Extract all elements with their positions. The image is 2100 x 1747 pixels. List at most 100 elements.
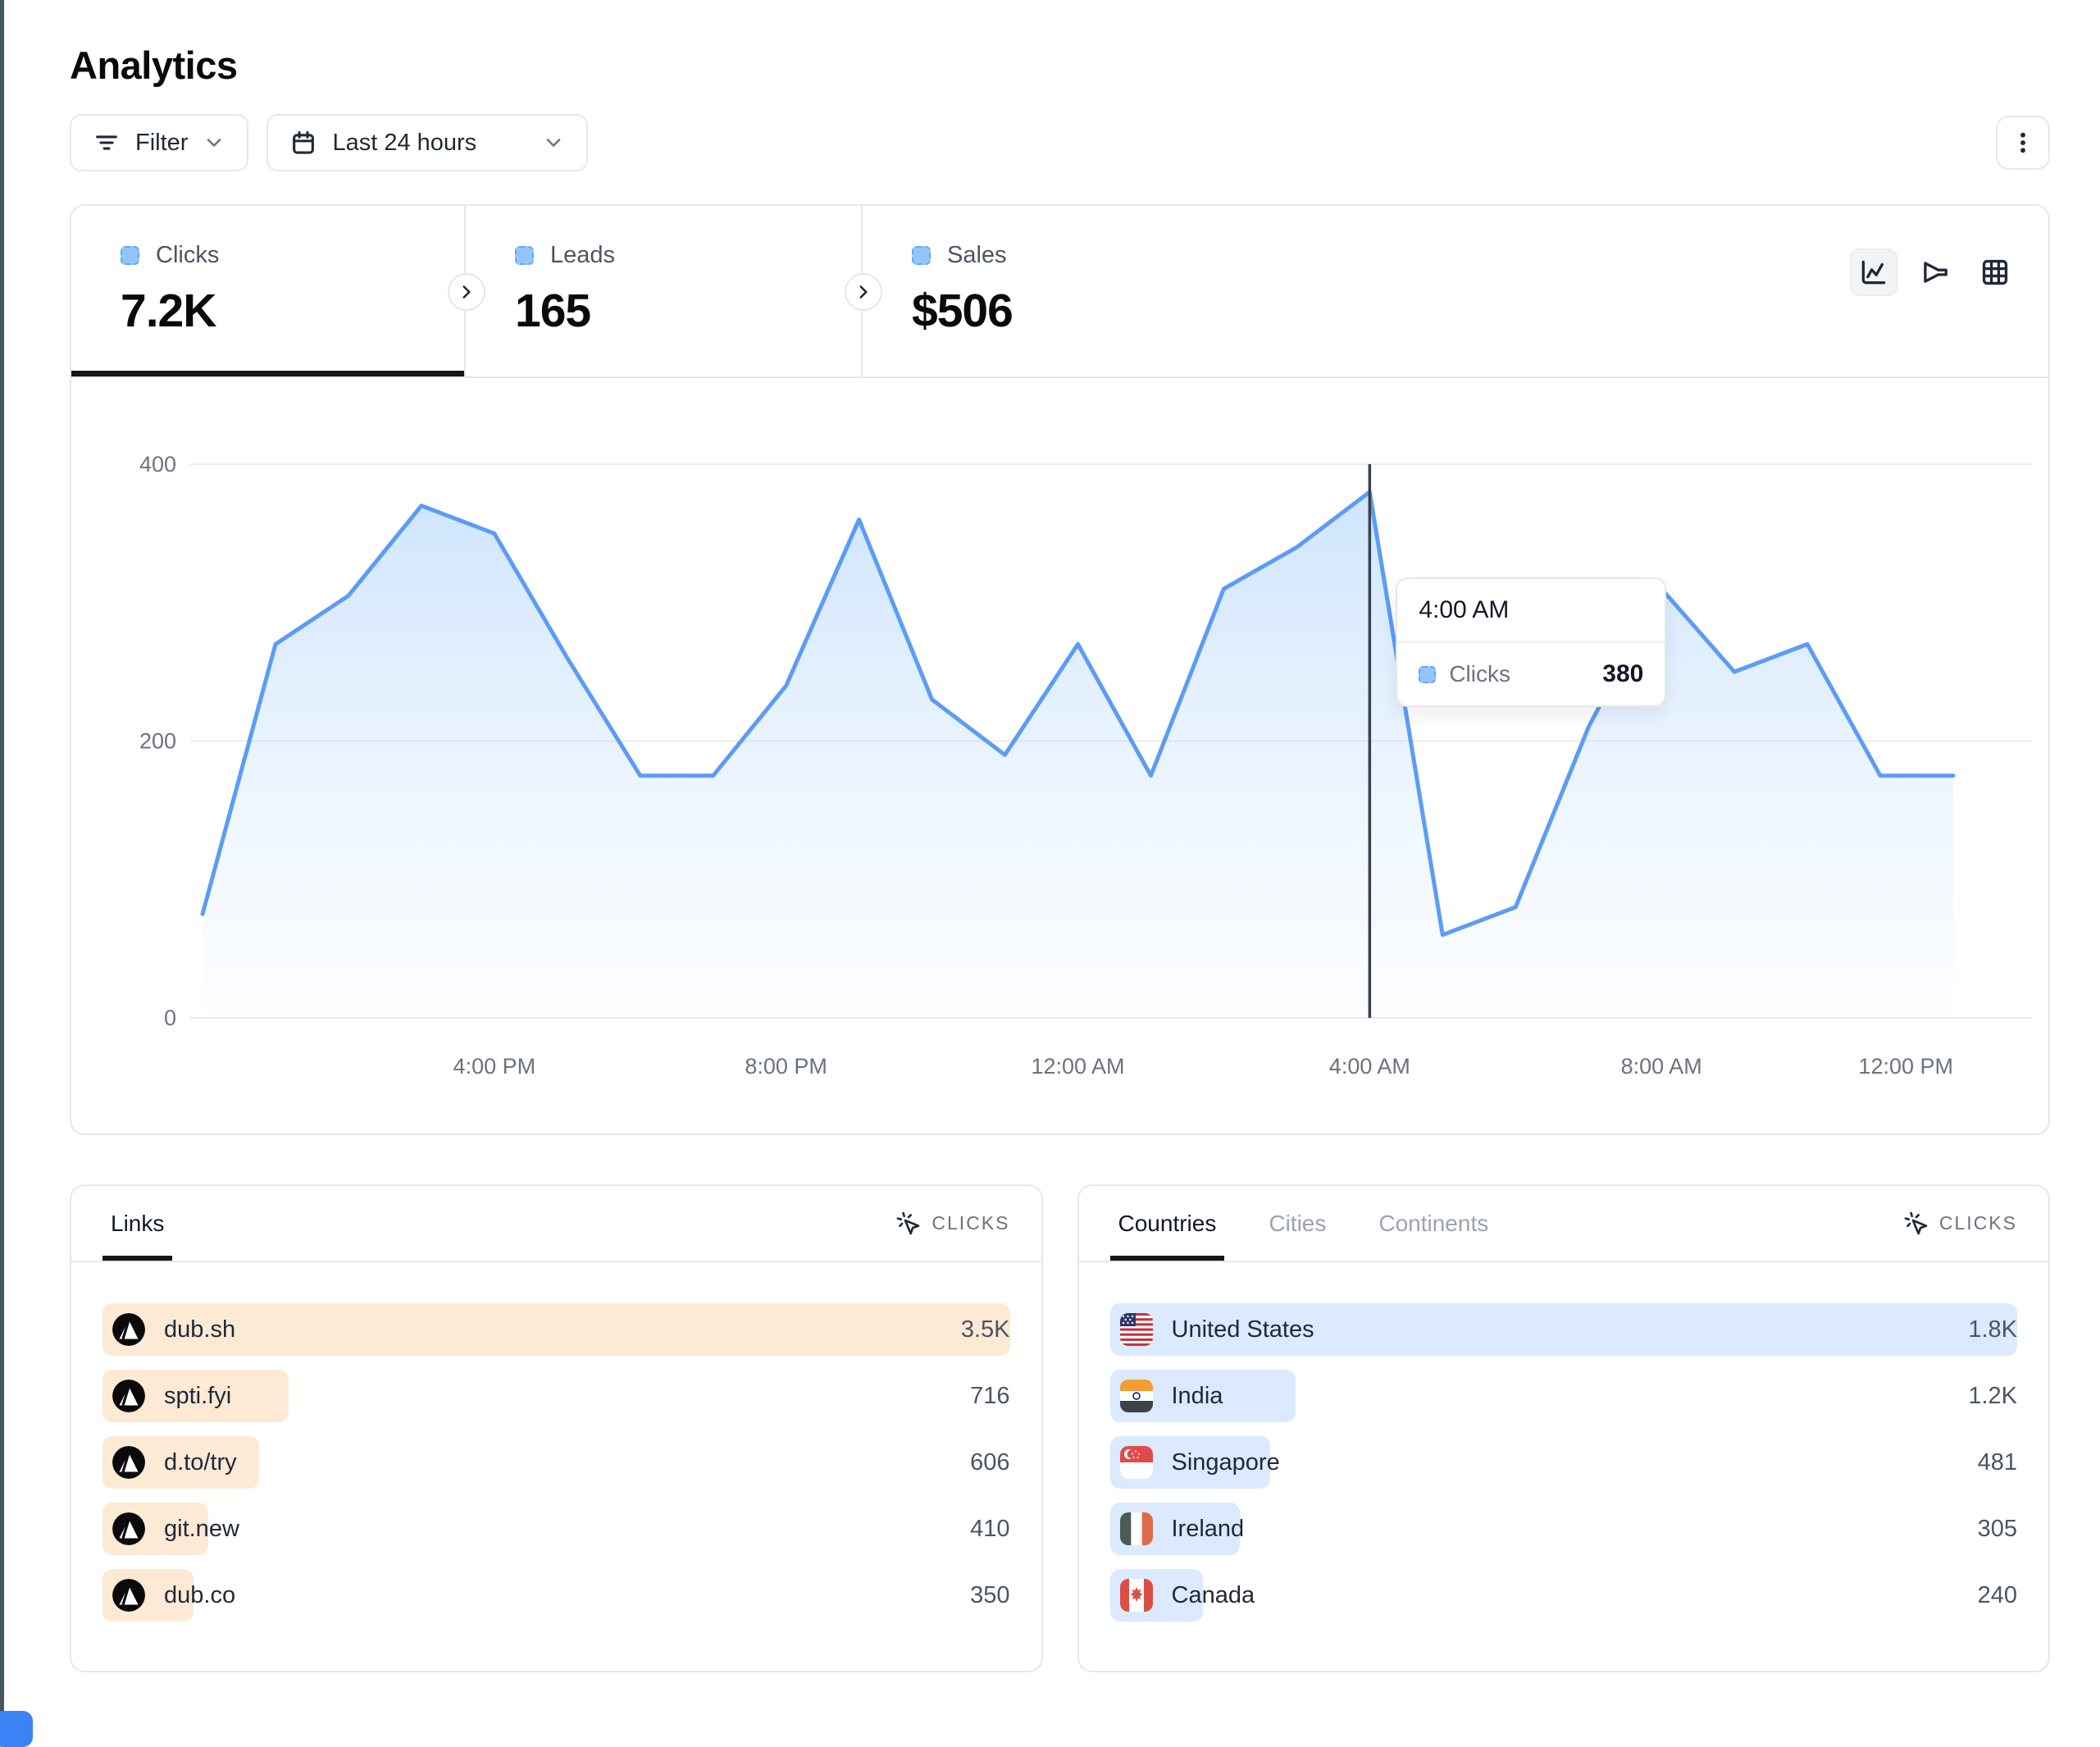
cursor-click-icon [895, 1211, 922, 1237]
in-flag-icon [1119, 1380, 1153, 1412]
tab-sales[interactable]: Sales $506 [863, 206, 2048, 376]
list-item[interactable]: spti.fyi 716 [102, 1370, 1010, 1422]
analytics-page: Analytics Filter Last 24 hours [70, 0, 2050, 1672]
toolbar: Filter Last 24 hours [70, 114, 2050, 171]
countries-metric-header: CLICKS [1938, 1212, 2017, 1234]
y-axis-labels: 0 200 400 [139, 452, 176, 1030]
metric-label: Clicks [156, 242, 220, 268]
list-item[interactable]: dub.sh 3.5K [102, 1303, 1010, 1356]
ca-flag-icon [1119, 1579, 1153, 1612]
line-chart-view-button[interactable] [1850, 249, 1897, 296]
chevron-down-icon [542, 131, 565, 154]
row-value: 1.8K [1968, 1316, 2017, 1343]
dub-logo-icon [112, 1446, 145, 1479]
row-label: India [1171, 1382, 1223, 1409]
row-value: 481 [1977, 1448, 2017, 1476]
list-item[interactable]: Canada 240 [1109, 1569, 2017, 1622]
chart-canvas: 0 200 400 4:00 PM 8:00 PM 12:00 AM 4:00 AM 8:0… [139, 452, 2033, 1079]
row-label: spti.fyi [164, 1382, 232, 1409]
row-left: Canada [1110, 1579, 1255, 1612]
chevron-right-icon [853, 281, 874, 303]
x-tick-label: 8:00 AM [1621, 1054, 1702, 1079]
list-item[interactable]: Singapore 481 [1109, 1436, 2017, 1489]
list-item[interactable]: git.new 410 [102, 1503, 1010, 1555]
row-label: git.new [164, 1515, 239, 1542]
analytics-card: Clicks 7.2K Leads 165 Sales $506 [70, 204, 2050, 1135]
tab-links[interactable]: Links [102, 1186, 172, 1261]
list-item[interactable]: Ireland 305 [1109, 1503, 2017, 1555]
metric-value: 165 [515, 285, 591, 337]
countries-panel-header: Countries Cities Continents CLICKS [1078, 1186, 2048, 1262]
y-tick-label: 400 [139, 452, 176, 477]
row-label: Canada [1171, 1581, 1255, 1608]
row-value: 305 [1977, 1515, 2017, 1542]
tooltip-series-chip [1419, 665, 1437, 683]
y-tick-label: 0 [164, 1006, 176, 1030]
row-label: dub.sh [164, 1316, 236, 1343]
links-panel-header: Links CLICKS [71, 1186, 1041, 1262]
list-item[interactable]: d.to/try 606 [102, 1436, 1010, 1489]
tab-countries[interactable]: Countries [1110, 1186, 1225, 1261]
us-flag-icon [1119, 1313, 1153, 1346]
more-options-button[interactable] [1996, 116, 2050, 170]
expand-leads-button[interactable] [845, 273, 882, 311]
x-axis-labels: 4:00 PM 8:00 PM 12:00 AM 4:00 AM 8:00 AM 12:0… [453, 1054, 1953, 1079]
tab-continents[interactable]: Continents [1378, 1210, 1489, 1236]
metric-value: 7.2K [121, 285, 216, 337]
tab-leads[interactable]: Leads 165 [466, 206, 863, 376]
dub-logo-icon [112, 1579, 145, 1612]
row-label: Ireland [1171, 1515, 1245, 1542]
row-left: India [1110, 1380, 1223, 1412]
table-view-button[interactable] [1971, 249, 2019, 296]
area-fill [203, 491, 1953, 1018]
list-item[interactable]: United States 1.8K [1109, 1303, 2017, 1356]
row-label: d.to/try [164, 1448, 237, 1476]
countries-panel: Countries Cities Continents CLICKS Unite… [1077, 1184, 2050, 1672]
row-value: 350 [970, 1581, 1010, 1608]
row-left: United States [1110, 1313, 1314, 1346]
row-value: 3.5K [960, 1316, 1010, 1343]
links-metric-selector[interactable]: CLICKS [895, 1186, 1009, 1261]
filter-button[interactable]: Filter [70, 114, 249, 171]
row-label: dub.co [164, 1581, 236, 1608]
line-chart-icon [1858, 257, 1889, 288]
list-item[interactable]: dub.co 350 [102, 1569, 1010, 1622]
row-left: git.new [102, 1512, 239, 1545]
row-value: 240 [1977, 1581, 2017, 1608]
countries-metric-selector[interactable]: CLICKS [1903, 1186, 2017, 1261]
chevron-down-icon [203, 131, 225, 154]
metric-label: Leads [550, 242, 616, 268]
dub-logo-icon [112, 1380, 145, 1412]
bar [102, 1303, 1010, 1356]
links-metric-header: CLICKS [932, 1212, 1010, 1234]
tooltip-value: 380 [1602, 660, 1644, 687]
expand-clicks-button[interactable] [448, 273, 485, 311]
row-value: 1.2K [1968, 1382, 2017, 1409]
page-title: Analytics [70, 43, 238, 87]
links-rows: dub.sh 3.5K spti.fyi 716 d.to/try 606 gi… [71, 1262, 1041, 1622]
chart-view-toggles [1850, 249, 2019, 296]
row-left: dub.sh [102, 1313, 235, 1346]
countries-rows: United States 1.8K India 1.2K Singapore … [1079, 1262, 2049, 1622]
row-value: 606 [970, 1448, 1010, 1476]
calendar-icon [289, 129, 317, 157]
links-panel: Links CLICKS dub.sh 3.5K spti.fyi 716 [70, 1184, 1043, 1672]
tab-clicks[interactable]: Clicks 7.2K [71, 206, 466, 376]
metric-tabs: Clicks 7.2K Leads 165 Sales $506 [71, 206, 2048, 378]
row-label: Singapore [1171, 1448, 1280, 1476]
funnel-icon [1919, 257, 1950, 288]
tab-cities[interactable]: Cities [1269, 1210, 1327, 1236]
cursor-click-icon [1903, 1211, 1929, 1237]
x-tick-label: 12:00 AM [1031, 1054, 1124, 1079]
date-range-button[interactable]: Last 24 hours [266, 114, 589, 171]
bottom-left-widget[interactable] [0, 1711, 33, 1747]
sg-flag-icon [1119, 1446, 1153, 1479]
tooltip-series-label: Clicks [1449, 661, 1510, 686]
table-grid-icon [1979, 257, 2011, 288]
y-tick-label: 200 [139, 729, 176, 754]
chart-tooltip: 4:00 AM Clicks 380 [1396, 577, 1667, 707]
chevron-right-icon [456, 281, 477, 303]
clicks-time-series-chart[interactable]: 0 200 400 4:00 PM 8:00 PM 12:00 AM 4:00 AM 8:0… [71, 378, 2048, 1133]
list-item[interactable]: India 1.2K [1109, 1370, 2017, 1422]
funnel-view-button[interactable] [1911, 249, 1958, 296]
